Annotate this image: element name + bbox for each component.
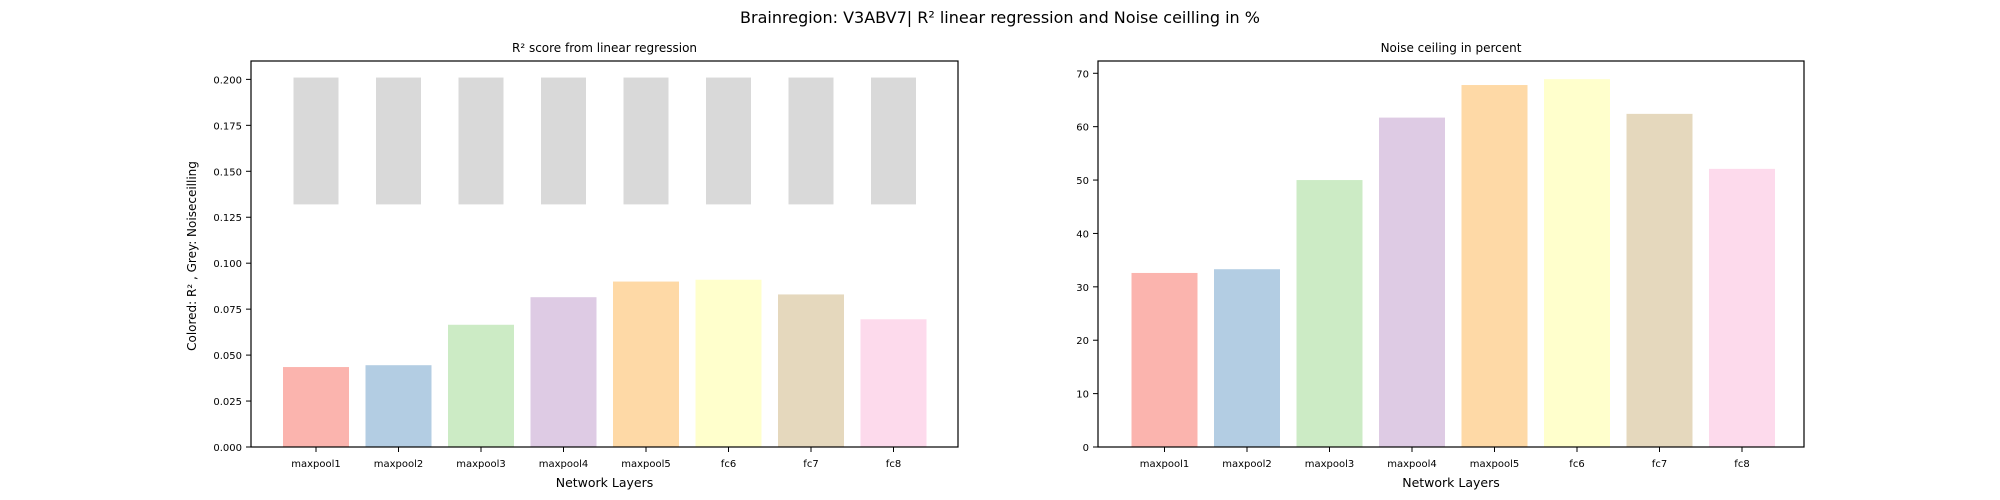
noise-ceiling-bar [871,77,916,205]
noise-ceiling-bar [458,77,504,205]
x-tick-label: maxpool5 [621,459,671,470]
bar-maxpool5 [613,281,679,447]
noise-ceiling-bar [706,77,751,205]
bar-maxpool4 [530,297,597,447]
y-tick-label: 70 [1076,69,1089,80]
x-tick-label: maxpool3 [456,459,506,470]
x-tick-label: maxpool2 [1222,459,1272,470]
bar-maxpool4 [1379,117,1445,447]
y-tick-label: 0.150 [213,167,242,178]
noise-ceiling-bar [293,77,339,205]
plot-frame [250,60,959,448]
y-tick-label: 0 [1083,443,1089,454]
bar-fc6 [695,279,762,447]
bar-maxpool2 [1214,269,1280,447]
bar-fc6 [1544,79,1610,447]
noise-ceiling-chart: Noise ceiling in percent Network Layers … [1076,41,1805,490]
x-tick-label: fc6 [721,459,736,470]
x-tick-label: maxpool3 [1305,459,1355,470]
x-axis-label: Network Layers [556,475,654,490]
noise-ceiling-bar [376,77,421,205]
y-tick-label: 0.200 [213,75,242,86]
bar-maxpool3 [448,324,514,447]
bar-fc7 [778,294,844,447]
x-tick-label: fc8 [886,459,901,470]
x-tick-label: maxpool5 [1470,459,1520,470]
x-tick-label: fc8 [1734,459,1749,470]
bar-fc7 [1626,113,1693,448]
plot-frame [1097,60,1805,448]
y-tick-label: 0.100 [213,259,242,270]
y-tick-label: 0.075 [213,305,242,316]
x-tick-label: fc6 [1569,459,1584,470]
y-tick-label: 10 [1076,390,1089,401]
x-tick-label: fc7 [1652,459,1667,470]
chart-title: Noise ceiling in percent [1381,41,1522,55]
y-tick-label: 40 [1076,229,1089,240]
r2-score-chart: R² score from linear regression Network … [185,41,959,490]
bar-fc8 [860,319,927,447]
y-tick-label: 0.025 [213,397,242,408]
noise-ceiling-bar [623,77,669,205]
bar-maxpool5 [1461,85,1528,447]
noise-ceiling-bar [541,77,586,205]
y-tick-label: 0.050 [213,351,242,362]
x-tick-label: fc7 [803,459,818,470]
bar-maxpool3 [1296,180,1363,447]
bar-maxpool1 [1131,272,1198,447]
bar-maxpool2 [365,365,432,447]
noise-ceiling-bar [788,77,834,205]
chart-title: R² score from linear regression [512,41,697,55]
bar-maxpool1 [283,367,349,447]
y-tick-label: 30 [1076,283,1089,294]
y-axis-label: Colored: R² , Grey: Noiseceilling [185,161,199,351]
x-tick-label: maxpool1 [291,459,341,470]
y-tick-label: 20 [1076,336,1089,347]
bar-fc8 [1709,168,1775,447]
y-tick-label: 0.000 [213,443,242,454]
y-tick-label: 0.175 [213,121,242,132]
x-tick-label: maxpool4 [1387,459,1437,470]
x-tick-label: maxpool2 [374,459,424,470]
y-tick-label: 60 [1076,123,1089,134]
x-axis-label: Network Layers [1402,475,1500,490]
y-tick-label: 50 [1076,176,1089,187]
x-tick-label: maxpool1 [1140,459,1190,470]
y-tick-label: 0.125 [213,213,242,224]
x-tick-label: maxpool4 [539,459,589,470]
figure-suptitle: Brainregion: V3ABV7| R² linear regressio… [740,8,1260,27]
